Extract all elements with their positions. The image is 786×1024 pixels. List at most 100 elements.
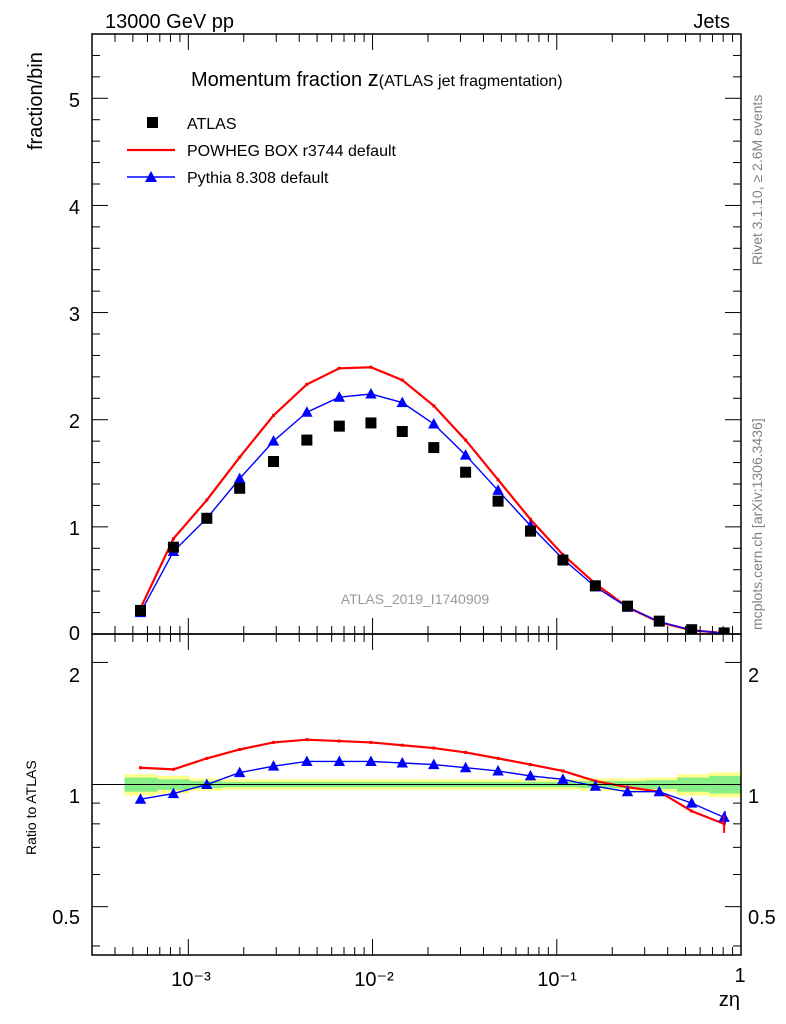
atlas-data-marker <box>201 512 213 524</box>
powheg-ratio-point <box>690 809 694 813</box>
y-tick-label: 0 <box>69 623 80 645</box>
x-tick-label: 10⁻² <box>354 969 394 991</box>
powheg-ratio-point <box>337 739 341 743</box>
powheg-ratio-point <box>138 766 142 770</box>
atlas-data-marker <box>134 604 146 616</box>
ratio-tick-label-left: 1 <box>69 786 80 808</box>
powheg-ratio-point <box>305 738 309 742</box>
chart-title-main: Momentum fraction <box>191 69 368 91</box>
atlas-data-marker <box>524 525 536 537</box>
powheg-point <box>400 378 404 382</box>
powheg-point <box>305 382 309 386</box>
ratio-tick-label-right: 0.5 <box>748 907 776 929</box>
analysis-watermark: ATLAS_2019_I1740909 <box>341 591 490 607</box>
powheg-point <box>432 404 436 408</box>
powheg-point <box>272 413 276 417</box>
pythia-marker <box>459 449 472 460</box>
pythia-ratio-marker <box>134 793 147 804</box>
pythia-ratio-marker <box>167 787 180 799</box>
powheg-ratio-point <box>496 756 500 760</box>
ratio-panel-series <box>134 738 730 833</box>
ratio-tick-label-left: 2 <box>69 665 80 687</box>
y-tick-label: 4 <box>69 197 80 219</box>
powheg-ratio-point <box>464 750 468 754</box>
powheg-point <box>337 366 341 370</box>
pythia-ratio-marker <box>459 761 472 773</box>
y-tick-label: 2 <box>69 411 80 433</box>
main-panel-series <box>134 365 730 634</box>
legend-marker-atlas <box>147 117 158 128</box>
pythia-ratio-marker <box>589 780 602 791</box>
pythia-marker <box>301 406 313 417</box>
pythia-ratio-marker <box>396 756 408 768</box>
powheg-ratio-point <box>561 769 565 773</box>
pythia-ratio-marker <box>365 755 377 766</box>
atlas-data-marker <box>718 627 730 634</box>
atlas-data-marker <box>621 600 633 612</box>
pythia-ratio-marker <box>201 778 213 790</box>
x-tick-label: 10⁻¹ <box>537 969 577 991</box>
legend-label-atlas: ATLAS <box>187 116 237 133</box>
pythia-marker <box>492 484 504 495</box>
pythia-ratio-marker <box>428 758 440 770</box>
atlas-data-marker <box>333 420 345 432</box>
rivet-version-label: Rivet 3.1.10, ≥ 2.6M events <box>749 95 765 265</box>
powheg-point <box>369 365 373 369</box>
powheg-ratio-point <box>528 763 532 767</box>
atlas-data-marker <box>268 456 280 467</box>
atlas-data-marker <box>653 615 665 627</box>
chart-title-variable: z <box>368 66 379 91</box>
pythia-ratio-marker <box>621 785 634 797</box>
ratio-y-axis-label: Ratio to ATLAS <box>23 760 39 855</box>
chart-title-suffix: (ATLAS jet fragmentation) <box>379 73 563 90</box>
powheg-ratio-point <box>205 756 209 760</box>
atlas-data-marker <box>460 466 472 478</box>
collision-energy-label: 13000 GeV pp <box>105 11 234 33</box>
atlas-data-marker <box>428 442 440 454</box>
y-axis-label: fraction/bin <box>25 52 47 150</box>
x-tick-label: 1 <box>734 965 745 987</box>
pythia-marker <box>365 388 377 399</box>
atlas-data-marker <box>396 426 408 437</box>
pythia-ratio-marker <box>233 766 246 778</box>
pythia-marker <box>233 472 246 484</box>
pythia-ratio-marker <box>301 755 313 766</box>
legend-label-pythia: Pythia 8.308 default <box>187 170 329 187</box>
y-tick-label: 5 <box>69 90 80 112</box>
process-label: Jets <box>693 11 730 33</box>
y-tick-label: 1 <box>69 518 80 540</box>
powheg-ratio-point <box>171 767 175 771</box>
legend-marker-pythia <box>145 171 157 182</box>
ratio-tick-label-right: 1 <box>748 786 759 808</box>
powheg-point <box>528 517 532 521</box>
legend: ATLAS POWHEG BOX r3744 default Pythia 8.… <box>127 116 397 187</box>
powheg-point <box>464 438 468 442</box>
atlas-data-marker <box>557 554 569 566</box>
y-tick-label: 3 <box>69 304 80 326</box>
pythia-ratio-marker <box>557 773 569 784</box>
powheg-ratio-point <box>400 743 404 747</box>
pythia-ratio-marker <box>524 769 537 781</box>
mcplots-reference-label: mcplots.cern.ch [arXiv:1306.3436] <box>749 418 765 630</box>
atlas-data-marker <box>301 434 313 446</box>
ratio-tick-label-right: 2 <box>748 665 759 687</box>
x-tick-label: 10⁻³ <box>171 969 211 991</box>
powheg-ratio-point <box>369 740 373 744</box>
ratio-tick-label-left: 0.5 <box>52 907 80 929</box>
ratio-panel-frame <box>91 633 742 956</box>
powheg-point <box>205 498 209 502</box>
powheg-ratio-point <box>432 746 436 750</box>
legend-label-powheg: POWHEG BOX r3744 default <box>187 143 397 160</box>
atlas-data-marker <box>589 580 601 592</box>
pythia-ratio-marker <box>267 760 280 771</box>
pythia-ratio-marker <box>653 785 665 797</box>
chart-title: Momentum fraction z(ATLAS jet fragmentat… <box>191 66 563 91</box>
powheg-point <box>238 455 242 459</box>
atlas-data-marker <box>234 482 246 494</box>
atlas-data-marker <box>167 541 179 553</box>
atlas-data-marker <box>492 495 504 507</box>
pythia-ratio-marker <box>686 797 698 808</box>
pythia-ratio-marker <box>492 764 504 776</box>
pythia-ratio-marker <box>333 755 346 766</box>
